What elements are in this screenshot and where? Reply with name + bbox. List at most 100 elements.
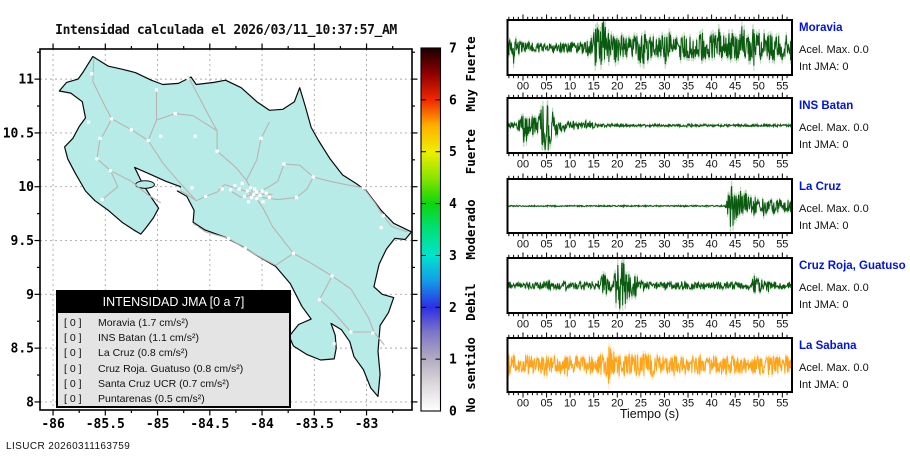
- svg-text:10: 10: [18, 180, 34, 195]
- svg-text:10: 10: [564, 319, 576, 331]
- seismogram-la-cruz: 00 05 10 15 20 25 30 35 40 45 50 55: [506, 173, 793, 251]
- station-int-jma: Int JMA: 0: [799, 61, 849, 73]
- svg-text:10: 10: [564, 81, 576, 93]
- station-info-la-cruz: La Cruz Acel. Max. 0.0 Int JMA: 0: [799, 181, 909, 234]
- legend-station-label: La Cruz (0.8 cm/s²): [98, 347, 188, 360]
- svg-text:9.5: 9.5: [11, 234, 34, 249]
- svg-text:20: 20: [611, 159, 623, 171]
- svg-text:35: 35: [682, 239, 694, 251]
- svg-text:30: 30: [658, 81, 670, 93]
- svg-text:40: 40: [705, 81, 717, 93]
- towns-layer: [87, 72, 385, 346]
- svg-text:-83: -83: [355, 417, 378, 432]
- svg-text:Fuerte: Fuerte: [463, 129, 478, 175]
- svg-text:-84: -84: [250, 417, 274, 432]
- svg-text:9: 9: [26, 288, 34, 303]
- legend-intensity-badge: [ 0 ]: [64, 362, 82, 375]
- svg-text:45: 45: [729, 239, 741, 251]
- svg-text:20: 20: [611, 398, 623, 410]
- svg-text:15: 15: [588, 81, 600, 93]
- station-acel-max: Acel. Max. 0.0: [799, 122, 869, 134]
- station-name: INS Batan: [799, 100, 854, 112]
- legend-intensity-badge: [ 0 ]: [64, 392, 82, 405]
- svg-text:50: 50: [753, 159, 765, 171]
- station-acel-max: Acel. Max. 0.0: [799, 44, 869, 56]
- seismogram-ins-batan: 00 05 10 15 20 25 30 35 40 45 50 55: [506, 92, 793, 171]
- svg-text:15: 15: [588, 159, 600, 171]
- svg-text:25: 25: [635, 81, 647, 93]
- svg-text:35: 35: [682, 81, 694, 93]
- legend-station-label: Puntarenas (0.5 cm/s²): [98, 392, 205, 405]
- legend-intensity-badge: [ 0 ]: [64, 332, 82, 345]
- svg-text:-85: -85: [146, 417, 169, 432]
- station-name: Cruz Roja, Guatuso: [799, 260, 906, 272]
- seismogram-la-sabana: 00 05 10 15 20 25 30 35 40 45 50 55: [506, 332, 793, 410]
- station-info-cruz-roja-guatuso: Cruz Roja, Guatuso Acel. Max. 0.0 Int JM…: [799, 260, 909, 313]
- svg-text:Muy Fuerte: Muy Fuerte: [463, 36, 478, 112]
- svg-text:Moderado: Moderado: [463, 199, 478, 259]
- svg-text:50: 50: [753, 239, 765, 251]
- svg-text:20: 20: [611, 319, 623, 331]
- timestamp-stamp: LISUCR 20260311163759: [6, 441, 131, 452]
- legend-row: [ 0 ] Santa Cruz UCR (0.7 cm/s²): [64, 377, 283, 392]
- station-acel-max: Acel. Max. 0.0: [799, 362, 869, 374]
- svg-text:15: 15: [588, 319, 600, 331]
- svg-text:45: 45: [729, 159, 741, 171]
- svg-text:2: 2: [449, 301, 457, 316]
- station-int-jma: Int JMA: 0: [799, 220, 849, 232]
- svg-text:25: 25: [635, 319, 647, 331]
- station-acel-max: Acel. Max. 0.0: [799, 203, 869, 215]
- legend-row: [ 0 ] Cruz Roja. Guatuso (0.8 cm/s²): [64, 362, 283, 377]
- svg-text:20: 20: [611, 81, 623, 93]
- svg-text:-86: -86: [41, 417, 65, 432]
- svg-text:10: 10: [564, 159, 576, 171]
- time-axis-label: Tiempo (s): [619, 407, 680, 421]
- svg-text:05: 05: [540, 398, 552, 410]
- svg-text:-85.5: -85.5: [86, 417, 125, 432]
- svg-text:55: 55: [776, 159, 788, 171]
- svg-text:30: 30: [658, 159, 670, 171]
- legend-station-label: Santa Cruz UCR (0.7 cm/s²): [98, 377, 230, 390]
- station-acel-max: Acel. Max. 0.0: [799, 282, 869, 294]
- svg-text:-84.5: -84.5: [190, 417, 229, 432]
- svg-text:00: 00: [517, 319, 529, 331]
- svg-text:45: 45: [729, 81, 741, 93]
- svg-text:Debil: Debil: [463, 283, 478, 321]
- station-info-la-sabana: La Sabana Acel. Max. 0.0 Int JMA: 0: [799, 340, 909, 393]
- seismogram-cruz-roja-guatuso: 00 05 10 15 20 25 30 35 40 45 50 55: [506, 252, 793, 331]
- legend-station-label: INS Batan (1.1 cm/s²): [98, 332, 199, 345]
- svg-text:8: 8: [26, 395, 34, 410]
- svg-text:8.5: 8.5: [11, 342, 34, 357]
- svg-text:35: 35: [682, 398, 694, 410]
- svg-text:25: 25: [635, 398, 647, 410]
- svg-text:45: 45: [729, 319, 741, 331]
- svg-text:No sentido: No sentido: [463, 337, 478, 412]
- svg-text:00: 00: [517, 398, 529, 410]
- legend-intensity-badge: [ 0 ]: [64, 377, 82, 390]
- svg-text:55: 55: [776, 81, 788, 93]
- map-axis-labels: -86 -85.5 -85 -84.5 -84 -83.5 -83 11 10.5 10 9.5 9 8…: [3, 73, 379, 432]
- svg-text:05: 05: [540, 159, 552, 171]
- svg-text:10: 10: [564, 239, 576, 251]
- legend-intensity-badge: [ 0 ]: [64, 347, 82, 360]
- svg-text:0: 0: [449, 405, 457, 420]
- legend-body: [ 0 ] Moravia (1.7 cm/s²) [ 0 ] INS Batan …: [58, 313, 289, 407]
- svg-text:6: 6: [449, 93, 457, 108]
- svg-text:55: 55: [776, 319, 788, 331]
- svg-text:1: 1: [449, 353, 457, 368]
- svg-text:50: 50: [753, 319, 765, 331]
- station-name: La Sabana: [799, 340, 857, 352]
- jma-colorbar: 0 1 2 3 4 5 6 7 No sentido Debil Moderado Fuerte Muy…: [420, 36, 478, 420]
- station-int-jma: Int JMA: 0: [799, 379, 849, 391]
- svg-text:11: 11: [18, 73, 34, 88]
- legend-station-label: Moravia (1.7 cm/s²): [98, 317, 189, 329]
- svg-text:3: 3: [449, 249, 457, 264]
- svg-text:45: 45: [729, 398, 741, 410]
- station-int-jma: Int JMA: 0: [799, 139, 849, 151]
- station-info-moravia: Moravia Acel. Max. 0.0 Int JMA: 0: [799, 22, 909, 75]
- station-name: Moravia: [799, 22, 843, 34]
- svg-text:40: 40: [705, 398, 717, 410]
- legend-intensity-badge: [ 0 ]: [64, 317, 82, 329]
- svg-text:40: 40: [705, 159, 717, 171]
